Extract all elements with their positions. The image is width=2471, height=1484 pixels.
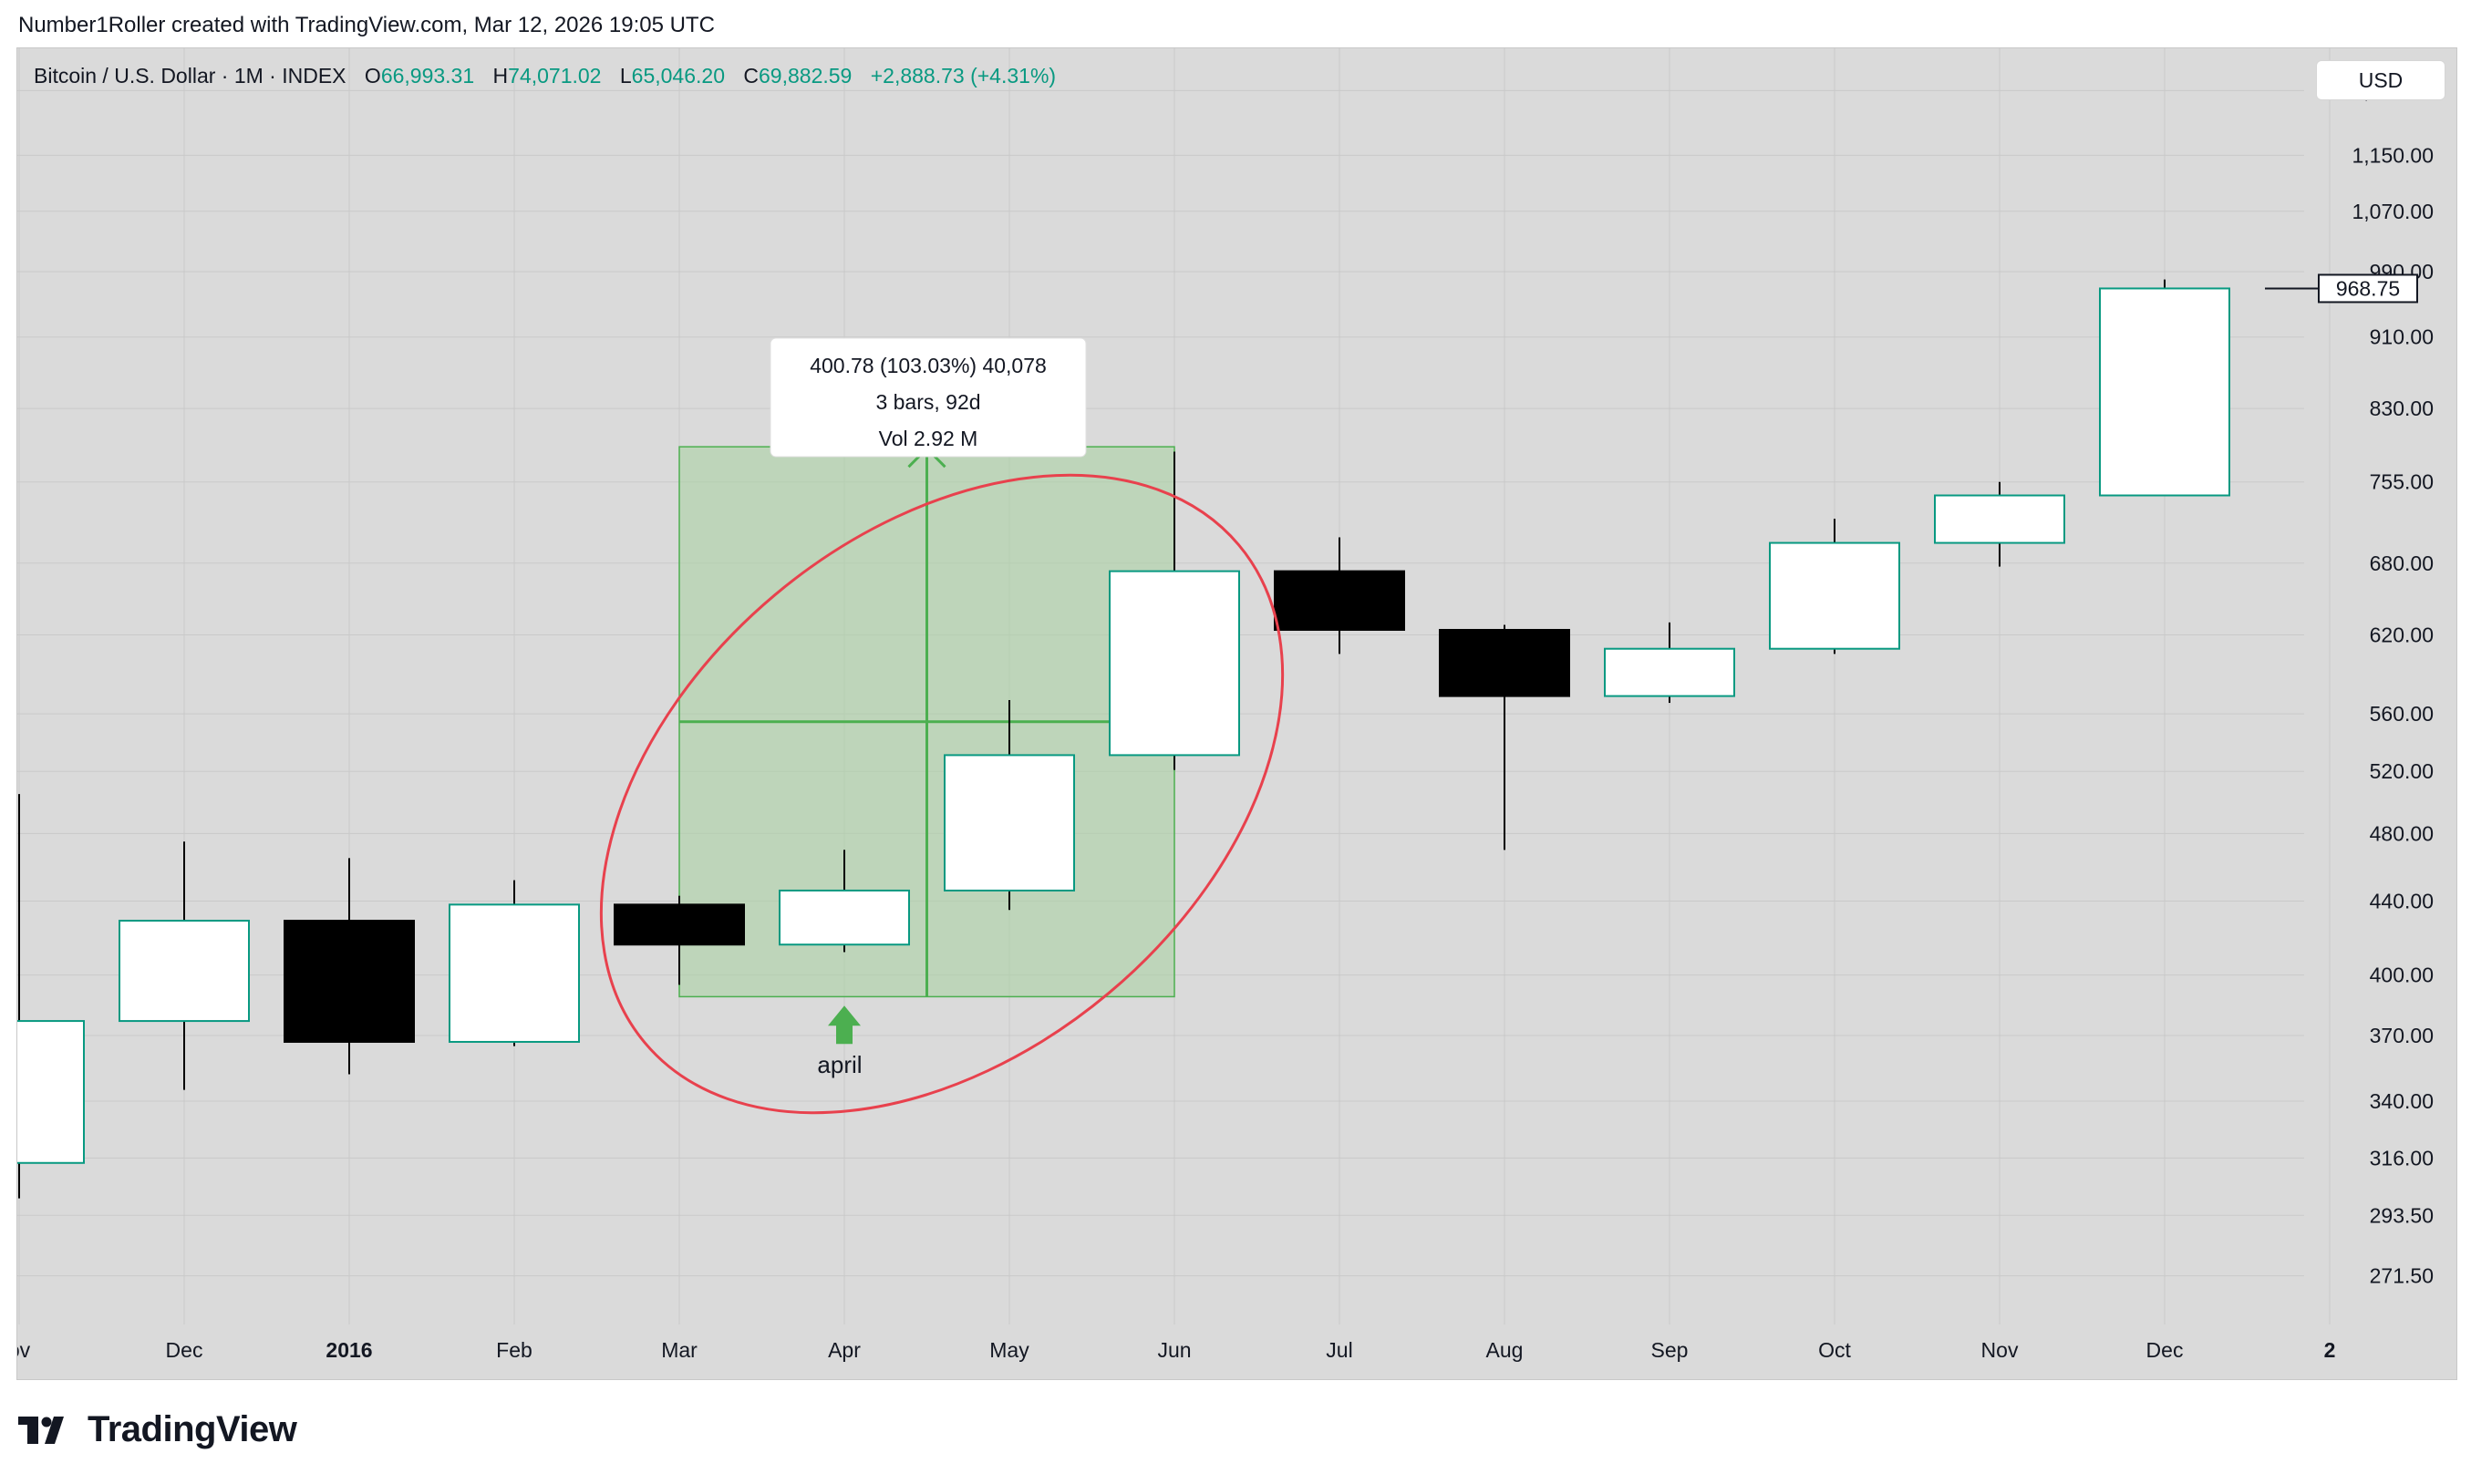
candle-body bbox=[1439, 628, 1570, 697]
low-value: 65,046.20 bbox=[631, 64, 725, 88]
time-tick-label: Dec bbox=[2146, 1338, 2184, 1362]
candle-jul-2016 bbox=[1274, 537, 1405, 654]
highlight-ellipse bbox=[599, 473, 1285, 1115]
candle-oct-2016 bbox=[1769, 519, 1900, 654]
time-tick-label: 2016 bbox=[326, 1338, 372, 1362]
candle-feb-2016 bbox=[449, 880, 580, 1046]
time-tick-label: Nov bbox=[1981, 1338, 2019, 1362]
candle-body bbox=[1934, 494, 2065, 544]
price-tick-label: 830.00 bbox=[2370, 397, 2434, 420]
symbol-legend[interactable]: Bitcoin / U.S. Dollar · 1M · INDEX O66,9… bbox=[34, 64, 1056, 88]
price-tick-label: 520.00 bbox=[2370, 759, 2434, 783]
candle-body bbox=[1604, 647, 1735, 697]
high-value: 74,071.02 bbox=[508, 64, 602, 88]
time-tick-label: Feb bbox=[496, 1338, 532, 1362]
candle-nov-2016 bbox=[1934, 481, 2065, 567]
measure-tooltip-bars: 3 bars, 92d bbox=[875, 390, 980, 414]
price-tick-label: 1,150.00 bbox=[2352, 143, 2434, 167]
last-price-label: 968.75 bbox=[2336, 276, 2400, 300]
candle-aug-2016 bbox=[1439, 624, 1570, 850]
time-tick-label: May bbox=[989, 1338, 1029, 1362]
price-tick-label: 480.00 bbox=[2370, 821, 2434, 845]
price-tick-label: 560.00 bbox=[2370, 702, 2434, 726]
candle-body bbox=[1769, 541, 1900, 650]
measure-tooltip-volume: Vol 2.92 M bbox=[879, 427, 978, 450]
april-up-arrow-icon bbox=[828, 1005, 861, 1045]
candle-body bbox=[2099, 287, 2230, 497]
candle-mar-2016 bbox=[614, 895, 745, 985]
time-tick-label: Jun bbox=[1157, 1338, 1191, 1362]
currency-selector[interactable]: USD bbox=[2316, 60, 2445, 100]
candle-body bbox=[284, 920, 415, 1043]
price-tick-label: 293.50 bbox=[2370, 1203, 2434, 1227]
measure-tooltip bbox=[770, 337, 1087, 458]
candle-dec-2015 bbox=[119, 841, 250, 1090]
close-label: C bbox=[743, 64, 760, 88]
price-tick-label: 755.00 bbox=[2370, 470, 2434, 494]
time-tick-label: Jul bbox=[1326, 1338, 1352, 1362]
chart-canvas[interactable]: 1,250.001,150.001,070.00990.00910.00830.… bbox=[17, 48, 2456, 1379]
chart-pane[interactable]: 1,250.001,150.001,070.00990.00910.00830.… bbox=[16, 47, 2457, 1380]
candle-body bbox=[614, 903, 745, 946]
candle-body bbox=[1109, 570, 1240, 757]
candle-body bbox=[779, 889, 910, 946]
candle-dec-2016 bbox=[2099, 279, 2230, 497]
candle-nov-2015 bbox=[17, 794, 85, 1199]
price-tick-label: 340.00 bbox=[2370, 1089, 2434, 1113]
tradingview-logo[interactable]: TradingView bbox=[18, 1409, 297, 1450]
candle-jun-2016 bbox=[1109, 451, 1240, 770]
symbol-name: Bitcoin / U.S. Dollar · 1M · INDEX bbox=[34, 64, 346, 88]
highlight-ellipse-group bbox=[599, 473, 1285, 1115]
chart-credit: Number1Roller created with TradingView.c… bbox=[18, 13, 715, 37]
candle-jan-2016 bbox=[284, 858, 415, 1075]
price-tick-label: 680.00 bbox=[2370, 551, 2434, 575]
measure-tooltip-change: 400.78 (103.03%) 40,078 bbox=[810, 354, 1047, 377]
low-label: L bbox=[619, 64, 632, 88]
close-value: 69,882.59 bbox=[759, 64, 853, 88]
change-value: +2,888.73 (+4.31%) bbox=[870, 64, 1057, 88]
candle-body bbox=[1274, 570, 1405, 631]
candle-sep-2016 bbox=[1604, 622, 1735, 704]
time-axis-background bbox=[17, 1324, 2456, 1379]
time-tick-label: Oct bbox=[1818, 1338, 1851, 1362]
time-tick-label: 2 bbox=[2324, 1338, 2336, 1362]
open-value: 66,993.31 bbox=[380, 64, 475, 88]
april-annotation-label: april bbox=[817, 1051, 862, 1078]
price-axis-background bbox=[2304, 48, 2456, 1324]
time-tick-label: Mar bbox=[661, 1338, 698, 1362]
price-tick-label: 440.00 bbox=[2370, 889, 2434, 912]
candle-may-2016 bbox=[944, 700, 1075, 911]
price-tick-label: 370.00 bbox=[2370, 1024, 2434, 1047]
high-label: H bbox=[492, 64, 509, 88]
price-tick-label: 316.00 bbox=[2370, 1146, 2434, 1170]
time-tick-label: Sep bbox=[1651, 1338, 1689, 1362]
price-tick-label: 400.00 bbox=[2370, 964, 2434, 987]
time-tick-label: Aug bbox=[1486, 1338, 1524, 1362]
price-tick-label: 1,070.00 bbox=[2352, 200, 2434, 223]
time-tick-label: Apr bbox=[828, 1338, 861, 1362]
candle-body bbox=[17, 1020, 85, 1164]
candle-body bbox=[449, 903, 580, 1043]
tradingview-logo-text: TradingView bbox=[88, 1409, 297, 1449]
time-tick-label: Dec bbox=[166, 1338, 203, 1362]
open-label: O bbox=[364, 64, 381, 88]
candle-body bbox=[119, 920, 250, 1023]
last-price-label-box bbox=[2318, 273, 2418, 304]
price-tick-label: 271.50 bbox=[2370, 1264, 2434, 1288]
time-tick-label: ov bbox=[17, 1338, 31, 1362]
price-tick-label: 620.00 bbox=[2370, 623, 2434, 646]
candle-apr-2016 bbox=[779, 850, 910, 953]
candle-body bbox=[944, 754, 1075, 891]
price-tick-label: 910.00 bbox=[2370, 325, 2434, 349]
tradingview-logo-icon bbox=[18, 1416, 64, 1444]
